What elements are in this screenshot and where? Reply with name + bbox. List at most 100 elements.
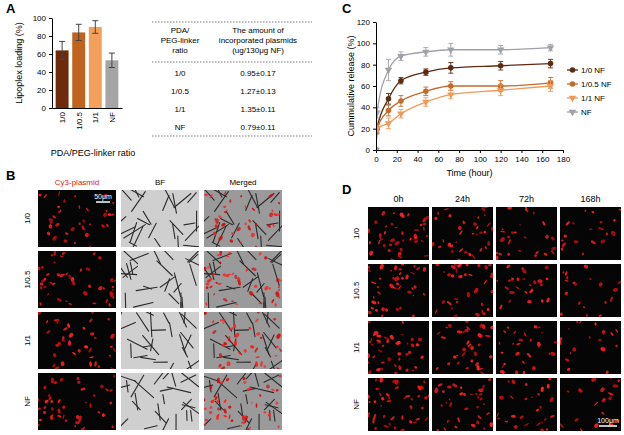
fluorescent-spot	[381, 210, 386, 216]
fluorescent-spot	[516, 343, 521, 346]
fluorescent-spot	[277, 425, 280, 428]
microscopy-image	[560, 321, 621, 374]
fluorescent-spot	[85, 402, 87, 404]
fluorescent-spot	[601, 329, 606, 334]
scale-bar-label: 50μm	[94, 193, 112, 201]
fiber	[130, 344, 132, 358]
series-line	[376, 83, 551, 150]
fluorescent-spot	[518, 338, 523, 342]
fluorescent-spot	[68, 332, 74, 339]
fluorescent-spot	[470, 345, 475, 350]
fiber	[213, 344, 215, 358]
fluorescent-spot	[518, 249, 522, 252]
fiber	[183, 402, 199, 414]
fluorescent-spot	[71, 280, 75, 286]
fluorescent-spot	[446, 419, 449, 423]
fluorescent-spot	[550, 414, 555, 418]
table-header: PDA/	[171, 26, 190, 35]
fluorescent-spot	[278, 286, 280, 289]
axis-title: PDA/PEG-linker ratio	[51, 148, 136, 158]
fluorescent-spot	[244, 222, 247, 226]
microscopy-image	[496, 264, 557, 317]
fluorescent-spot	[394, 386, 399, 390]
fluorescent-spot	[74, 195, 76, 198]
fluorescent-spot	[218, 363, 223, 368]
fluorescent-spot	[383, 231, 386, 235]
fluorescent-spot	[451, 382, 458, 388]
fluorescent-spot	[453, 355, 457, 358]
fluorescent-spot	[579, 428, 583, 431]
fiber	[265, 297, 267, 308]
tick-label: 0	[374, 155, 379, 164]
fluorescent-spot	[254, 318, 259, 323]
fluorescent-spot	[441, 390, 445, 394]
fluorescent-spot	[375, 388, 379, 390]
fluorescent-spot	[465, 329, 469, 333]
fluorescent-spot	[38, 407, 41, 410]
image-background	[38, 373, 116, 430]
table-header: incorporated plasmids	[219, 36, 297, 45]
fluorescent-spot	[398, 268, 402, 271]
fiber	[217, 303, 236, 308]
fluorescent-spot	[472, 222, 477, 227]
tick: 140	[515, 150, 529, 164]
fluorescent-spot	[491, 227, 493, 232]
fiber	[224, 357, 239, 359]
fluorescent-spot	[78, 417, 82, 423]
fiber	[256, 194, 260, 213]
fluorescent-spot	[78, 205, 80, 209]
fluorescent-spot	[276, 367, 281, 369]
fiber	[258, 414, 259, 430]
row-label: NF	[23, 396, 32, 407]
fluorescent-spot	[369, 241, 371, 245]
fiber	[131, 375, 144, 397]
fiber	[165, 279, 170, 292]
fluorescent-spot	[457, 225, 462, 231]
fiber	[143, 336, 159, 355]
fluorescent-spot	[369, 250, 374, 256]
image-background	[368, 264, 429, 317]
fiber	[125, 293, 127, 308]
fluorescent-spot	[399, 248, 402, 252]
fluorescent-spot	[437, 211, 439, 215]
fluorescent-spot	[572, 222, 576, 225]
error-bar	[92, 21, 98, 34]
fiber	[190, 264, 196, 285]
fluorescent-spot	[413, 264, 416, 268]
fluorescent-spot	[223, 399, 227, 404]
fiber	[175, 414, 176, 430]
fluorescent-spot	[53, 261, 55, 263]
fluorescent-spot	[422, 223, 426, 226]
tick-mark	[563, 150, 564, 153]
fiber	[247, 313, 252, 323]
fluorescent-spot	[52, 215, 57, 219]
fluorescent-spot	[612, 384, 618, 388]
fluorescent-spot	[215, 225, 219, 229]
fiber	[155, 238, 163, 247]
fluorescent-spot	[271, 209, 274, 212]
tick-mark	[521, 150, 522, 153]
fiber	[154, 373, 165, 384]
point	[448, 83, 454, 89]
fluorescent-spot	[499, 304, 503, 310]
microscopy-image	[496, 207, 557, 260]
fluorescent-spot	[63, 327, 69, 332]
tick-label: 60	[37, 50, 46, 59]
fiber	[246, 373, 254, 379]
fiber	[145, 312, 153, 315]
fluorescent-spot	[536, 422, 542, 427]
axis-line	[376, 23, 377, 151]
column-header: BF	[155, 178, 165, 187]
fluorescent-spot	[523, 236, 527, 239]
tick-mark	[480, 150, 481, 153]
fluorescent-spot	[526, 352, 532, 358]
error-bar	[448, 63, 453, 74]
fluorescent-spot	[62, 405, 66, 409]
table-cell: 1.35±0.11	[241, 105, 276, 114]
fluorescent-spot	[112, 374, 116, 378]
fluorescent-spot	[516, 277, 519, 281]
fiber	[260, 236, 262, 247]
legend-symbol	[570, 81, 576, 87]
fluorescent-spot	[392, 379, 398, 384]
fluorescent-spot	[441, 336, 447, 340]
